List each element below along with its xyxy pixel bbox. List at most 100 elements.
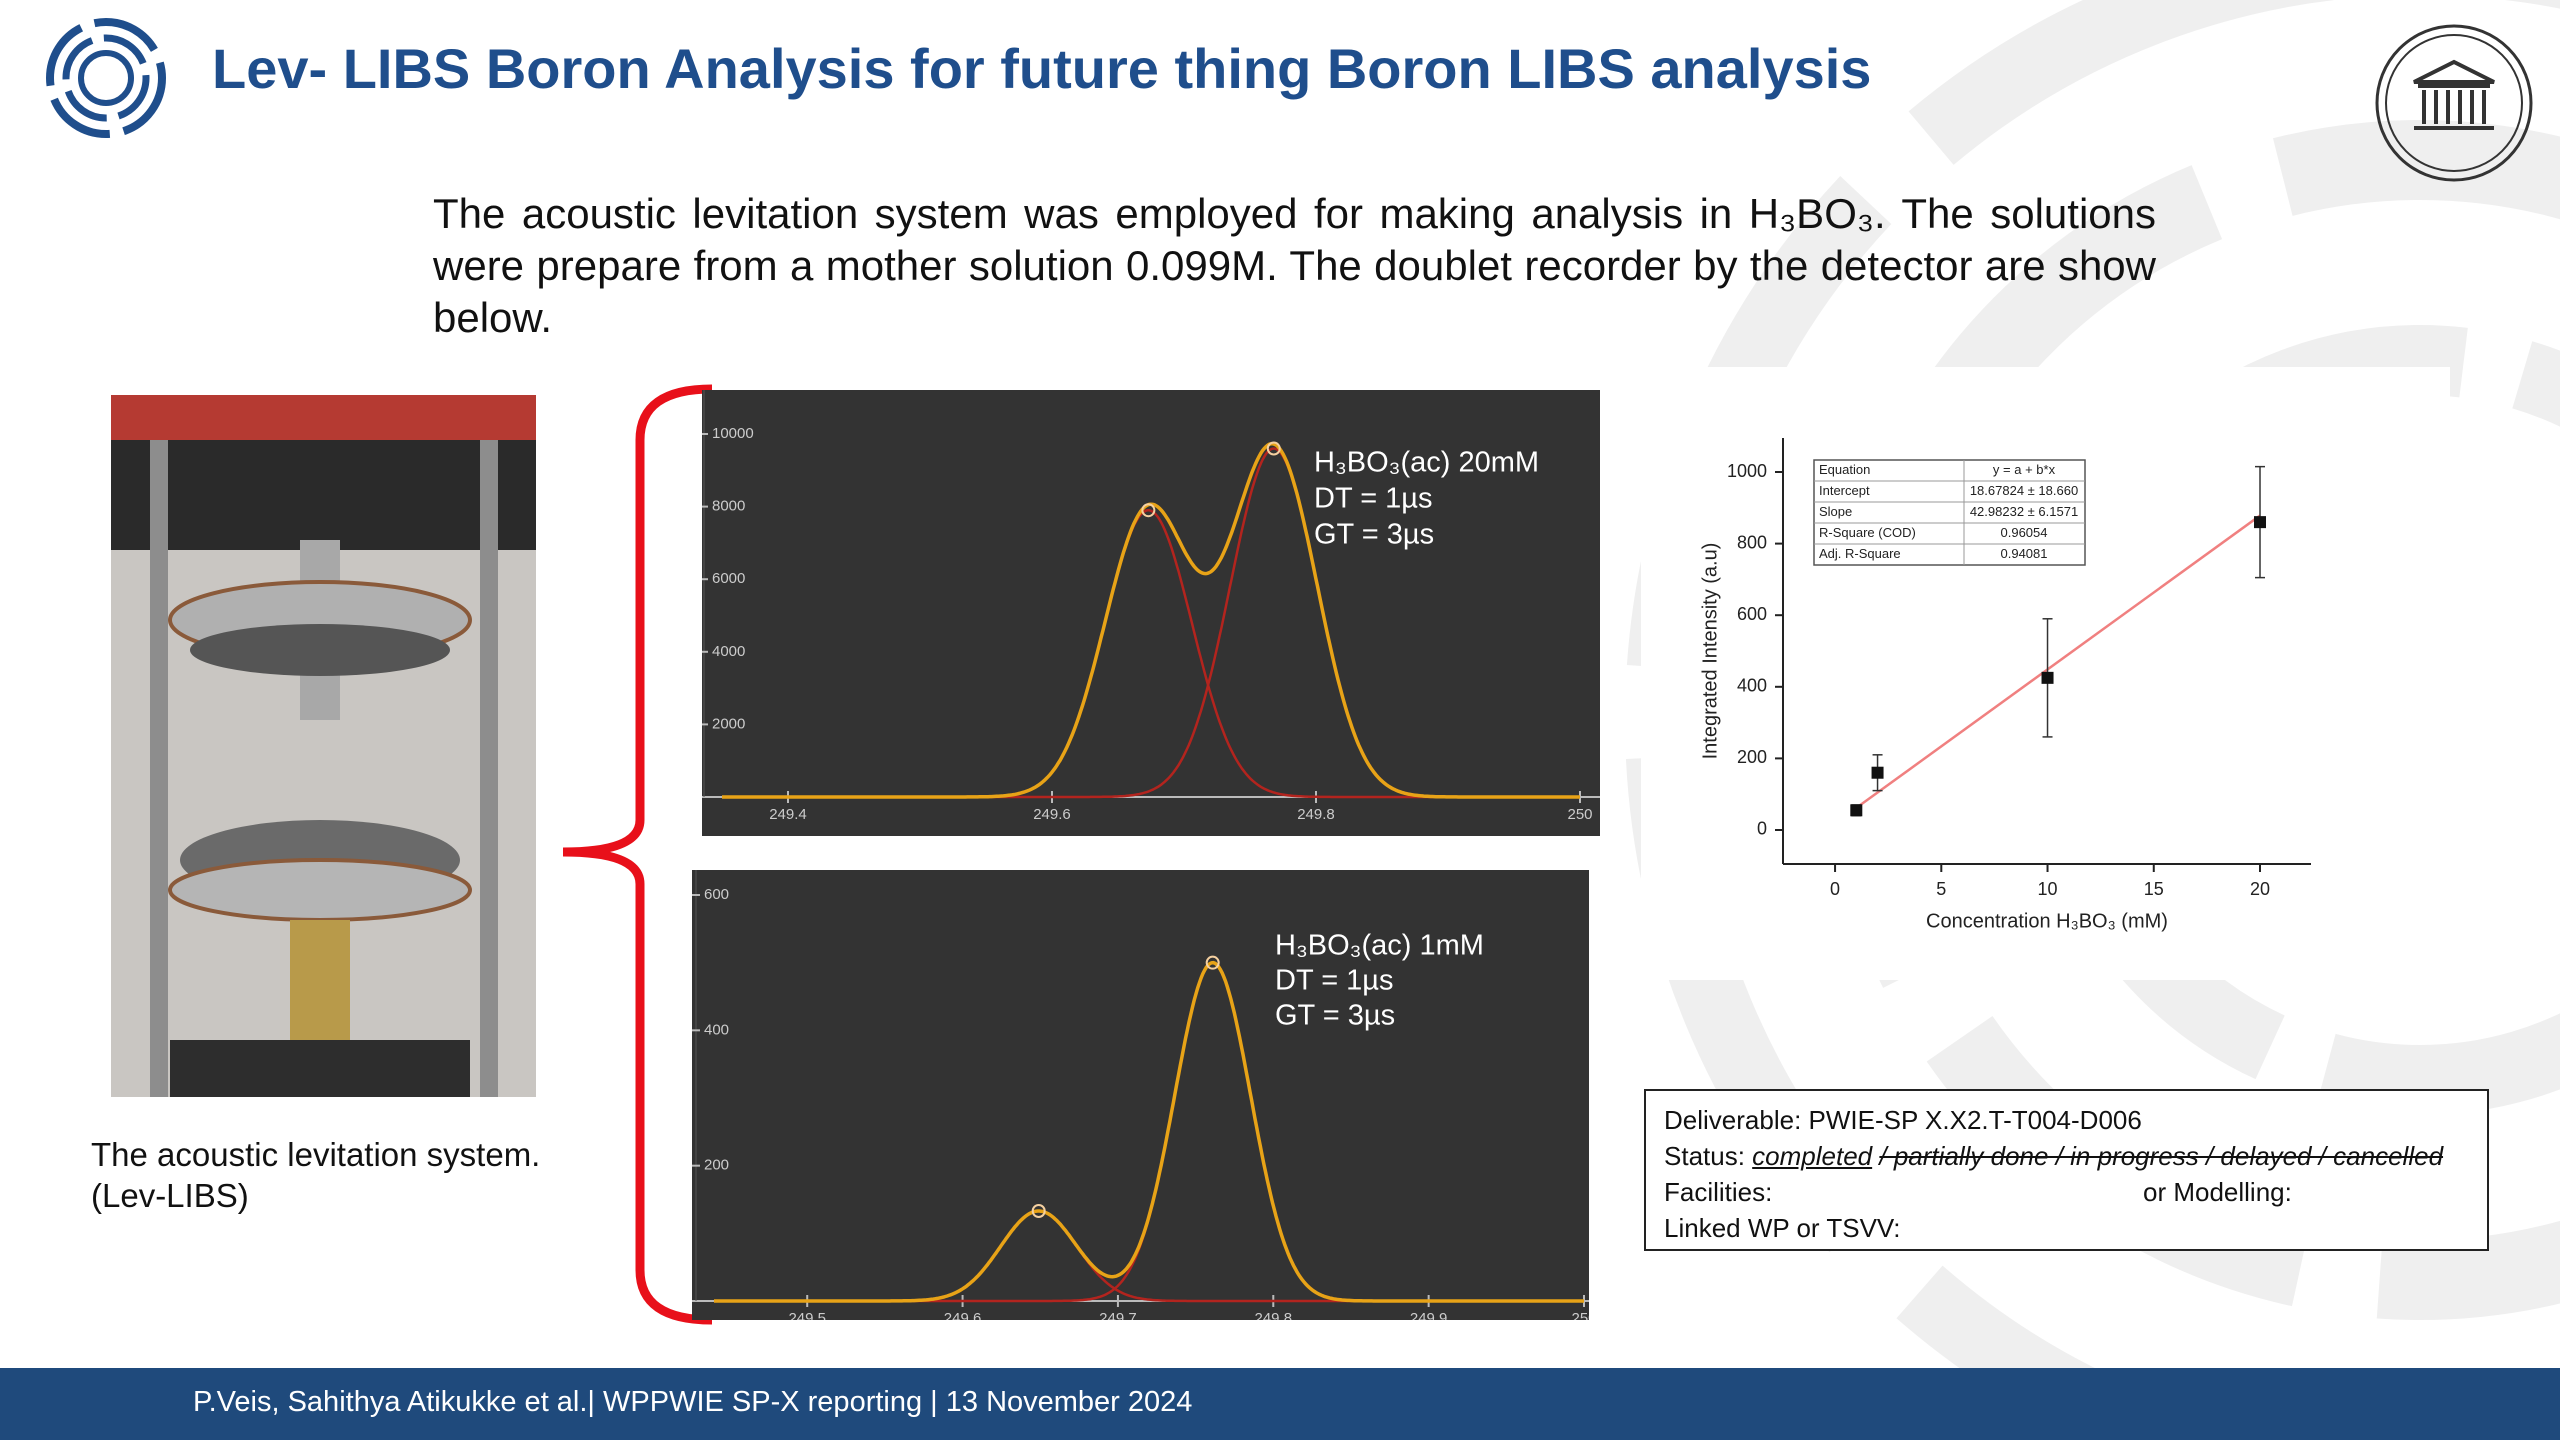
- point: [1871, 766, 1884, 779]
- x-tick-label: 249.6: [944, 1310, 982, 1320]
- fit-table-name: R-Square (COD): [1819, 525, 1916, 540]
- photo-frame: [111, 440, 536, 550]
- photo-rod: [150, 440, 168, 1097]
- x-tick-label: 249.8: [1255, 1310, 1293, 1320]
- x-tick-label: 250: [1567, 806, 1592, 823]
- photo-horn: [290, 920, 350, 1050]
- annotation: DT = 1µs: [1275, 965, 1394, 997]
- y-tick-label: 6000: [712, 570, 745, 587]
- status-selected: completed: [1752, 1141, 1873, 1171]
- y-tick-label: 0: [1757, 819, 1767, 839]
- logo-ring: [2375, 24, 2533, 182]
- status-struck: / partially done / in progress / delayed…: [1879, 1141, 2444, 1171]
- left-logo: [46, 18, 166, 138]
- x-tick-label: 0: [1830, 879, 1840, 899]
- fit-line: [1855, 514, 2261, 809]
- intro-text: The acoustic levitation system was emplo…: [433, 190, 2156, 341]
- peak-marker: [1266, 441, 1281, 456]
- fit-table-value: 42.98232 ± 6.1571: [1970, 504, 2078, 519]
- x-tick-label: 15: [2144, 879, 2164, 899]
- right-logo: [2375, 24, 2533, 182]
- photo-base: [170, 1040, 470, 1097]
- annotation: H₃BO₃(ac) 20mM: [1314, 447, 1539, 479]
- peak-marker: [1205, 955, 1220, 970]
- y-tick-label: 8000: [712, 498, 745, 515]
- logo-ring: [78, 50, 134, 106]
- annotation: GT = 3µs: [1314, 519, 1434, 551]
- x-tick-label: 250: [1571, 1310, 1589, 1320]
- fit-table: [1813, 459, 2086, 566]
- status-line: Status: completed / partially done / in …: [1664, 1141, 2443, 1172]
- fit-table-name: Equation: [1819, 462, 1870, 477]
- caption-line: (Lev-LIBS): [91, 1177, 249, 1214]
- fit-table-name: Slope: [1819, 504, 1852, 519]
- y-tick-label: 200: [1737, 747, 1767, 767]
- y-tick-label: 10000: [712, 425, 754, 442]
- y-tick-label: 200: [704, 1157, 729, 1174]
- fit-table-value: 18.67824 ± 18.660: [1970, 483, 2078, 498]
- fit-table-value: y = a + b*x: [1993, 462, 2056, 477]
- spectrum-chart: 249.4 249.6 249.8 250 2000 4000 6000 8000 10000 H…: [702, 390, 1600, 836]
- annotation: DT = 1µs: [1314, 483, 1433, 515]
- photo-caption: The acoustic levitation system. (Lev-LIB…: [91, 1134, 540, 1216]
- fit-table-name: Adj. R-Square: [1819, 546, 1901, 561]
- x-tick-label: 249.4: [769, 806, 807, 823]
- sum-curve: [722, 442, 1580, 799]
- y-tick-label: 2000: [712, 715, 745, 732]
- point: [2254, 516, 2267, 529]
- x-tick-label: 249.8: [1297, 806, 1335, 823]
- y-tick-label: 800: [1737, 532, 1767, 552]
- component-curve: [714, 1209, 1584, 1303]
- y-tick-label: 1000: [1727, 461, 1767, 481]
- point: [2041, 671, 2054, 684]
- photo-reflector-cups: [190, 624, 450, 676]
- building-icon: [2413, 59, 2495, 130]
- x-tick-label: 249.7: [1099, 1310, 1137, 1320]
- fit-table-value: 0.96054: [2001, 525, 2048, 540]
- y-tick-label: 400: [1737, 676, 1767, 696]
- x-tick-label: 249.6: [1033, 806, 1071, 823]
- photo-transducer: [168, 858, 472, 922]
- brace: [562, 384, 713, 1325]
- peak-marker: [1031, 1204, 1046, 1219]
- deliverable-line: Deliverable: PWIE-SP X.X2.T-T004-D006: [1664, 1105, 2142, 1135]
- annotation: H₃BO₃(ac) 1mM: [1275, 930, 1484, 962]
- status-label: Status:: [1664, 1141, 1745, 1171]
- y-tick-label: 600: [1737, 604, 1767, 624]
- logo-ring: [62, 34, 150, 122]
- logo-ring: [46, 18, 166, 138]
- fit-table-name: Intercept: [1819, 483, 1870, 498]
- title: Lev- LIBS Boron Analysis for future thin…: [212, 37, 1872, 100]
- x-tick-label: 249.9: [1410, 1310, 1448, 1320]
- x-tick-label: 20: [2250, 879, 2270, 899]
- modelling-line: or Modelling:: [2143, 1177, 2292, 1207]
- spectrum-chart: 249.5 249.6 249.7 249.8 249.9 250 200 400 600 H₃B…: [692, 870, 1589, 1320]
- component-curve: [714, 961, 1584, 1303]
- x-tick-label: 10: [2038, 879, 2058, 899]
- point: [1850, 804, 1863, 817]
- y-tick-label: 4000: [712, 643, 745, 660]
- fit-table-value: 0.94081: [2001, 546, 2048, 561]
- component-curve: [722, 447, 1580, 799]
- component-curve: [722, 509, 1580, 799]
- y-tick-label: 400: [704, 1021, 729, 1038]
- sum-curve: [714, 960, 1584, 1303]
- x-tick-label: 5: [1936, 879, 1946, 899]
- y-tick-label: 600: [704, 886, 729, 903]
- photo-rod: [480, 440, 498, 1097]
- footer-text: P.Veis, Sahithya Atikukke et al.| WPPWIE…: [193, 1386, 1193, 1418]
- footer: P.Veis, Sahithya Atikukke et al.| WPPWIE…: [0, 1368, 2560, 1440]
- photo: [111, 395, 536, 1097]
- deliverable-box: Deliverable: PWIE-SP X.X2.T-T004-D006 St…: [1644, 1089, 2489, 1251]
- x-tick-label: 249.5: [788, 1310, 826, 1320]
- y-axis-label: Integrated Intensity (a.u): [1699, 543, 1721, 760]
- caption-line: The acoustic levitation system.: [91, 1136, 541, 1173]
- x-axis-label: Concentration H₃BO₃ (mM): [1926, 910, 2168, 932]
- peak-marker: [1141, 503, 1156, 518]
- logo-ring: [2385, 34, 2523, 172]
- annotation: GT = 3µs: [1275, 1000, 1395, 1032]
- linked-line: Linked WP or TSVV:: [1664, 1213, 1901, 1243]
- facilities-line: Facilities:: [1664, 1177, 1773, 1207]
